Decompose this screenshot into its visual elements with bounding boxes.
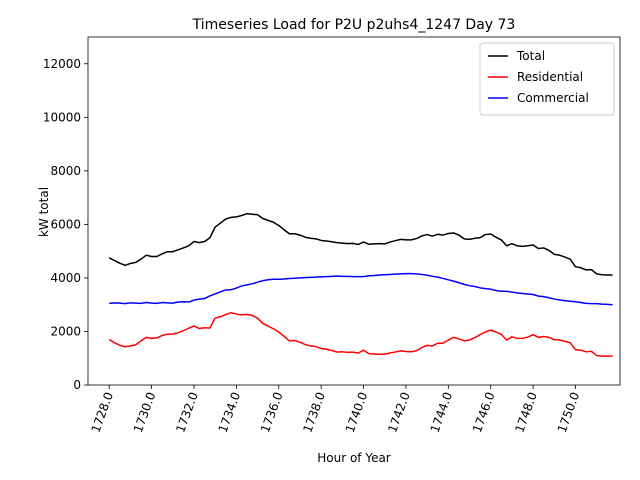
y-tick-label: 6000 <box>50 217 81 231</box>
legend: Total Residential Commercial <box>479 42 615 116</box>
y-tick-label: 8000 <box>50 164 81 178</box>
y-tick-label: 10000 <box>43 110 81 124</box>
series-layer <box>108 212 613 357</box>
series-line-total <box>108 212 613 276</box>
y-axis-title: kW total <box>37 187 51 237</box>
y-axis: 0 2000 4000 6000 8000 10000 12000 <box>43 57 88 392</box>
legend-label-total: Total <box>516 49 545 63</box>
y-tick-label: 0 <box>73 378 81 392</box>
legend-box <box>479 42 615 116</box>
y-tick-label: 4000 <box>50 271 81 285</box>
series-line-commercial <box>109 272 613 306</box>
legend-label-residential: Residential <box>517 70 583 84</box>
x-axis-title: Hour of Year <box>317 451 391 465</box>
y-tick-label: 12000 <box>43 57 81 71</box>
legend-label-commercial: Commercial <box>517 91 589 105</box>
y-tick-label: 2000 <box>50 324 81 338</box>
series-line-residential <box>108 311 613 357</box>
chart-title: Timeseries Load for P2U p2uhs4_1247 Day … <box>192 17 516 33</box>
